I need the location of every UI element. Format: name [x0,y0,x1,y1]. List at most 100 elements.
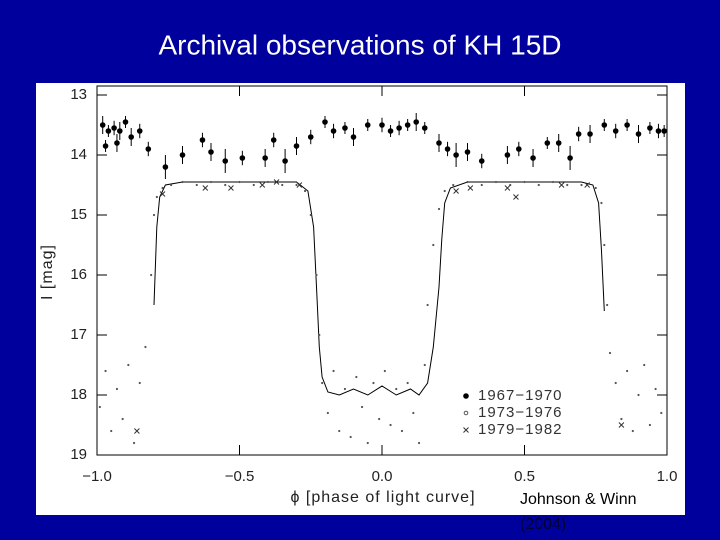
y-tick-label: 16 [70,266,87,283]
data-point [364,122,371,128]
data-point [383,369,386,373]
data-point [412,411,415,415]
data-point [432,243,435,247]
data-point [228,185,234,191]
data-point [372,381,375,385]
data-point [606,303,609,307]
model-curve [153,181,605,396]
data-point [199,137,206,143]
data-point [330,128,337,134]
data-point [655,128,662,134]
data-point [555,140,562,146]
data-point [98,405,101,409]
plot-panel [36,83,685,515]
data-point [209,180,213,184]
data-point [504,185,511,191]
data-point [110,429,113,433]
data-point [342,125,348,131]
data-point [635,131,642,137]
data-point [273,179,280,185]
data-point [159,191,166,197]
data-point [612,128,619,134]
data-point [558,182,565,188]
data-point [105,128,112,134]
data-point [580,183,583,187]
data-point [395,387,398,391]
data-point [181,180,184,184]
data-point [464,149,471,155]
data-point [170,183,173,187]
data-point [145,146,152,152]
data-point [293,143,300,149]
x-tick-label: 0.0 [372,468,393,485]
data-point [566,183,569,187]
data-point [453,152,459,158]
data-point [128,134,134,140]
x-tick-label: −0.5 [225,468,255,485]
data-point [443,189,446,193]
data-point [222,158,229,164]
data-point [252,183,255,187]
citation: (2004) [520,516,566,533]
data-point [134,428,140,434]
data-point [117,128,123,134]
data-point [378,417,381,421]
data-point [516,146,522,152]
data-point [208,149,214,155]
y-tick-label: 15 [70,206,87,223]
data-point [102,143,109,149]
data-point [355,375,358,379]
data-point [155,195,158,199]
data-point [295,183,298,187]
data-point [239,155,246,161]
data-point [436,140,442,146]
data-point [270,137,277,143]
data-point [452,183,455,187]
data-point [643,363,646,367]
data-point [262,155,268,161]
data-point [480,183,483,187]
data-point [303,189,307,193]
data-point [467,185,474,191]
data-point [417,441,421,445]
data-point [136,128,143,134]
data-point [584,182,591,188]
data-point [575,131,582,137]
data-point [122,119,129,125]
slide-title: Archival observations of KH 15D [158,29,561,60]
data-point [360,405,364,409]
data-point [551,180,555,184]
data-point [161,186,164,190]
data-point [321,381,324,385]
data-point [332,369,335,373]
data-point [504,152,511,158]
data-point [603,243,606,247]
data-point [631,429,634,433]
data-point [396,125,402,131]
data-point [150,273,153,277]
data-point [567,155,573,161]
data-point [114,140,120,146]
legend-symbol [463,410,469,416]
x-axis-label: ϕ [phase of light curve] [290,489,475,506]
data-point [138,381,141,385]
legend-label: 1979−1982 [478,421,563,438]
data-point [494,180,498,184]
data-point [387,128,394,134]
data-point [608,351,612,355]
data-point [423,363,426,367]
data-point [620,417,623,421]
data-point [648,423,652,427]
data-point [282,158,288,164]
data-point [601,122,608,128]
data-point [466,180,469,184]
data-point [111,125,117,131]
data-point [513,194,519,200]
x-tick-label: 1.0 [657,468,678,485]
data-point [478,158,485,164]
data-point [132,441,136,445]
y-tick-label: 13 [70,86,87,103]
data-point [309,213,312,217]
